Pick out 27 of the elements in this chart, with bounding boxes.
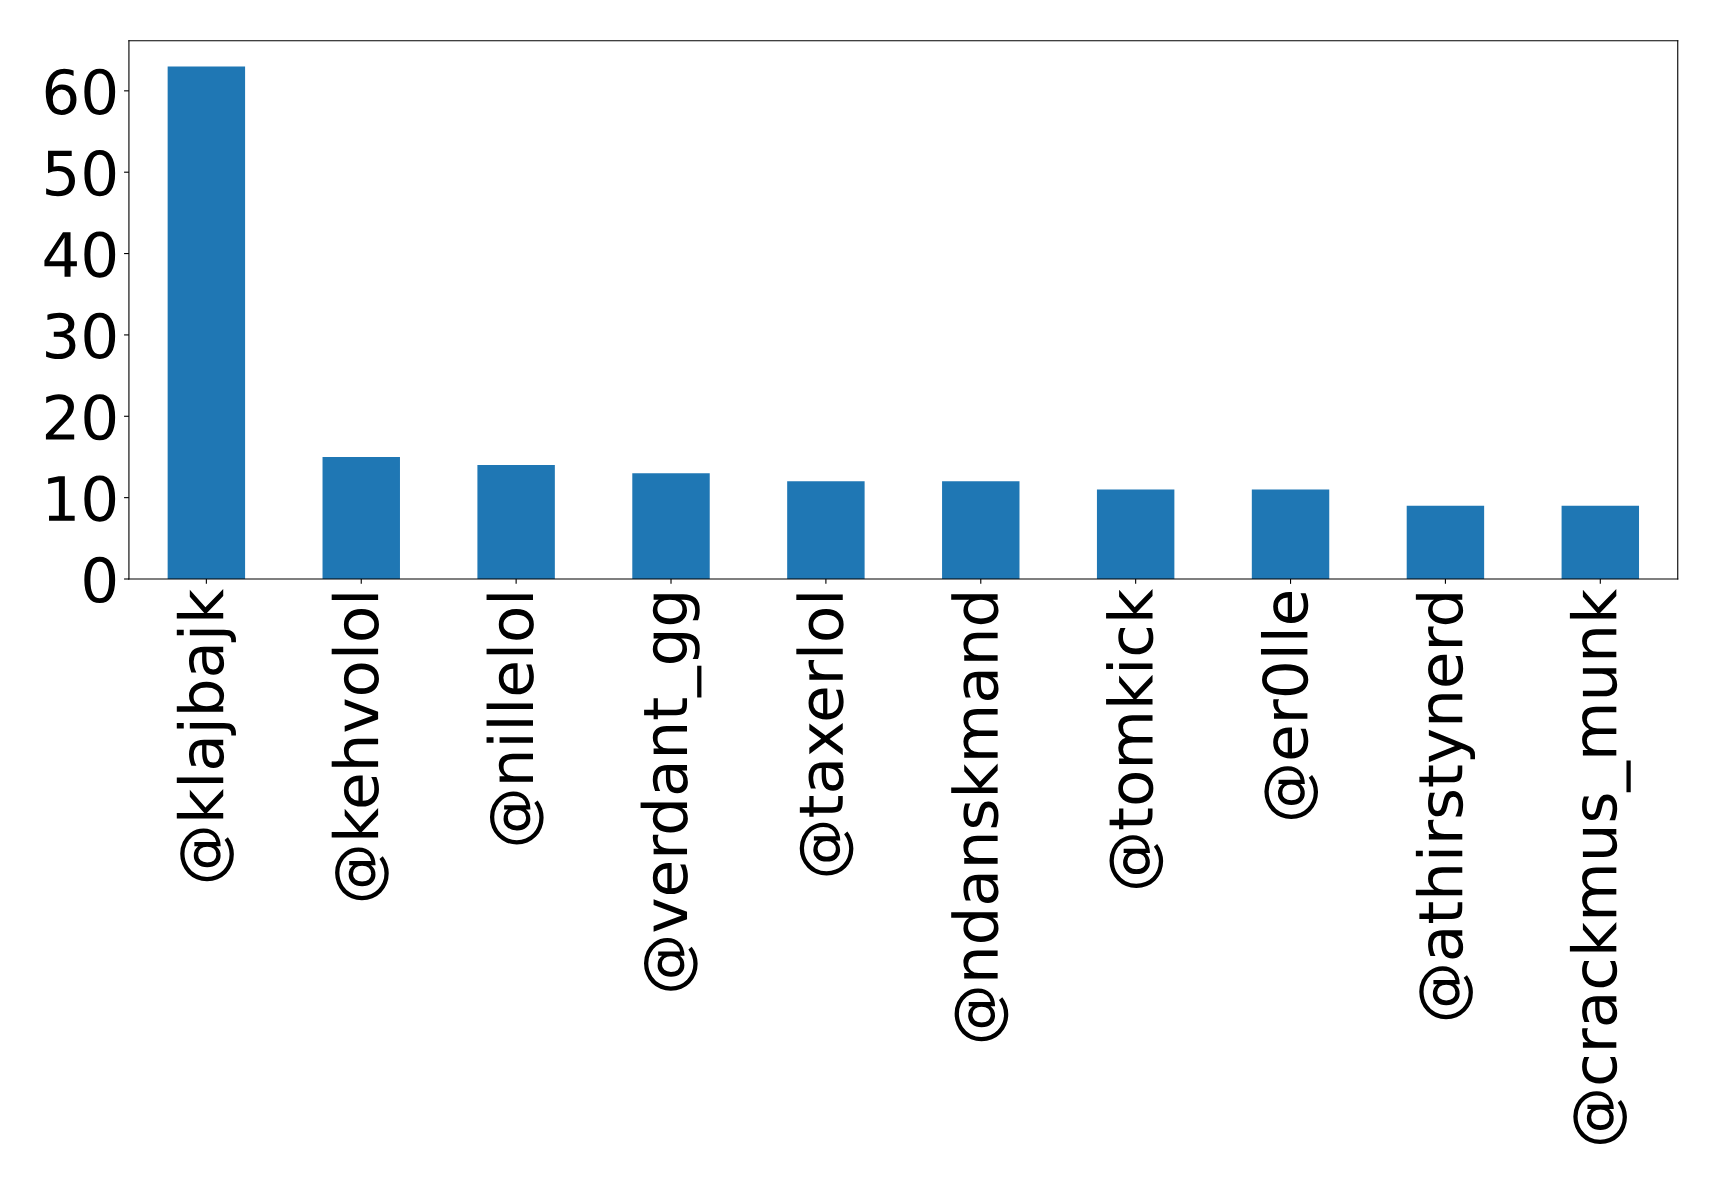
bar xyxy=(787,481,865,579)
bar xyxy=(477,465,555,579)
y-tick-label: 20 xyxy=(45,394,116,441)
bar xyxy=(167,66,246,579)
x-tick-label: @ndanskmand xyxy=(951,594,1009,1042)
y-tick-label: 60 xyxy=(45,68,116,115)
bar xyxy=(1251,489,1330,579)
x-tick-label: @crackmus_munk xyxy=(1569,588,1631,1144)
y-tick-label: 40 xyxy=(44,231,116,278)
x-tick-label: @athirstynerd xyxy=(1415,594,1475,1020)
bar xyxy=(1406,505,1485,579)
bar xyxy=(1096,489,1175,579)
bar xyxy=(942,481,1020,579)
x-tick-label: @kehvolol xyxy=(331,594,389,901)
x-tick-label: @verdant_gg xyxy=(640,594,702,991)
y-tick-label: 30 xyxy=(46,312,116,359)
x-tick-label: @nillelol xyxy=(486,594,544,845)
x-tick-label: @klajbajk xyxy=(176,588,236,882)
x-tick-label: @taxerlol xyxy=(796,594,854,876)
y-tick-label: 0 xyxy=(84,556,116,604)
bar xyxy=(1561,505,1640,579)
bar xyxy=(632,473,710,579)
bar xyxy=(322,456,400,579)
y-tick-label: 50 xyxy=(46,150,116,197)
y-tick-label: 10 xyxy=(48,475,116,522)
x-tick-label: @tomkick xyxy=(1106,588,1164,889)
x-tick-label: @er0lle xyxy=(1260,591,1319,819)
